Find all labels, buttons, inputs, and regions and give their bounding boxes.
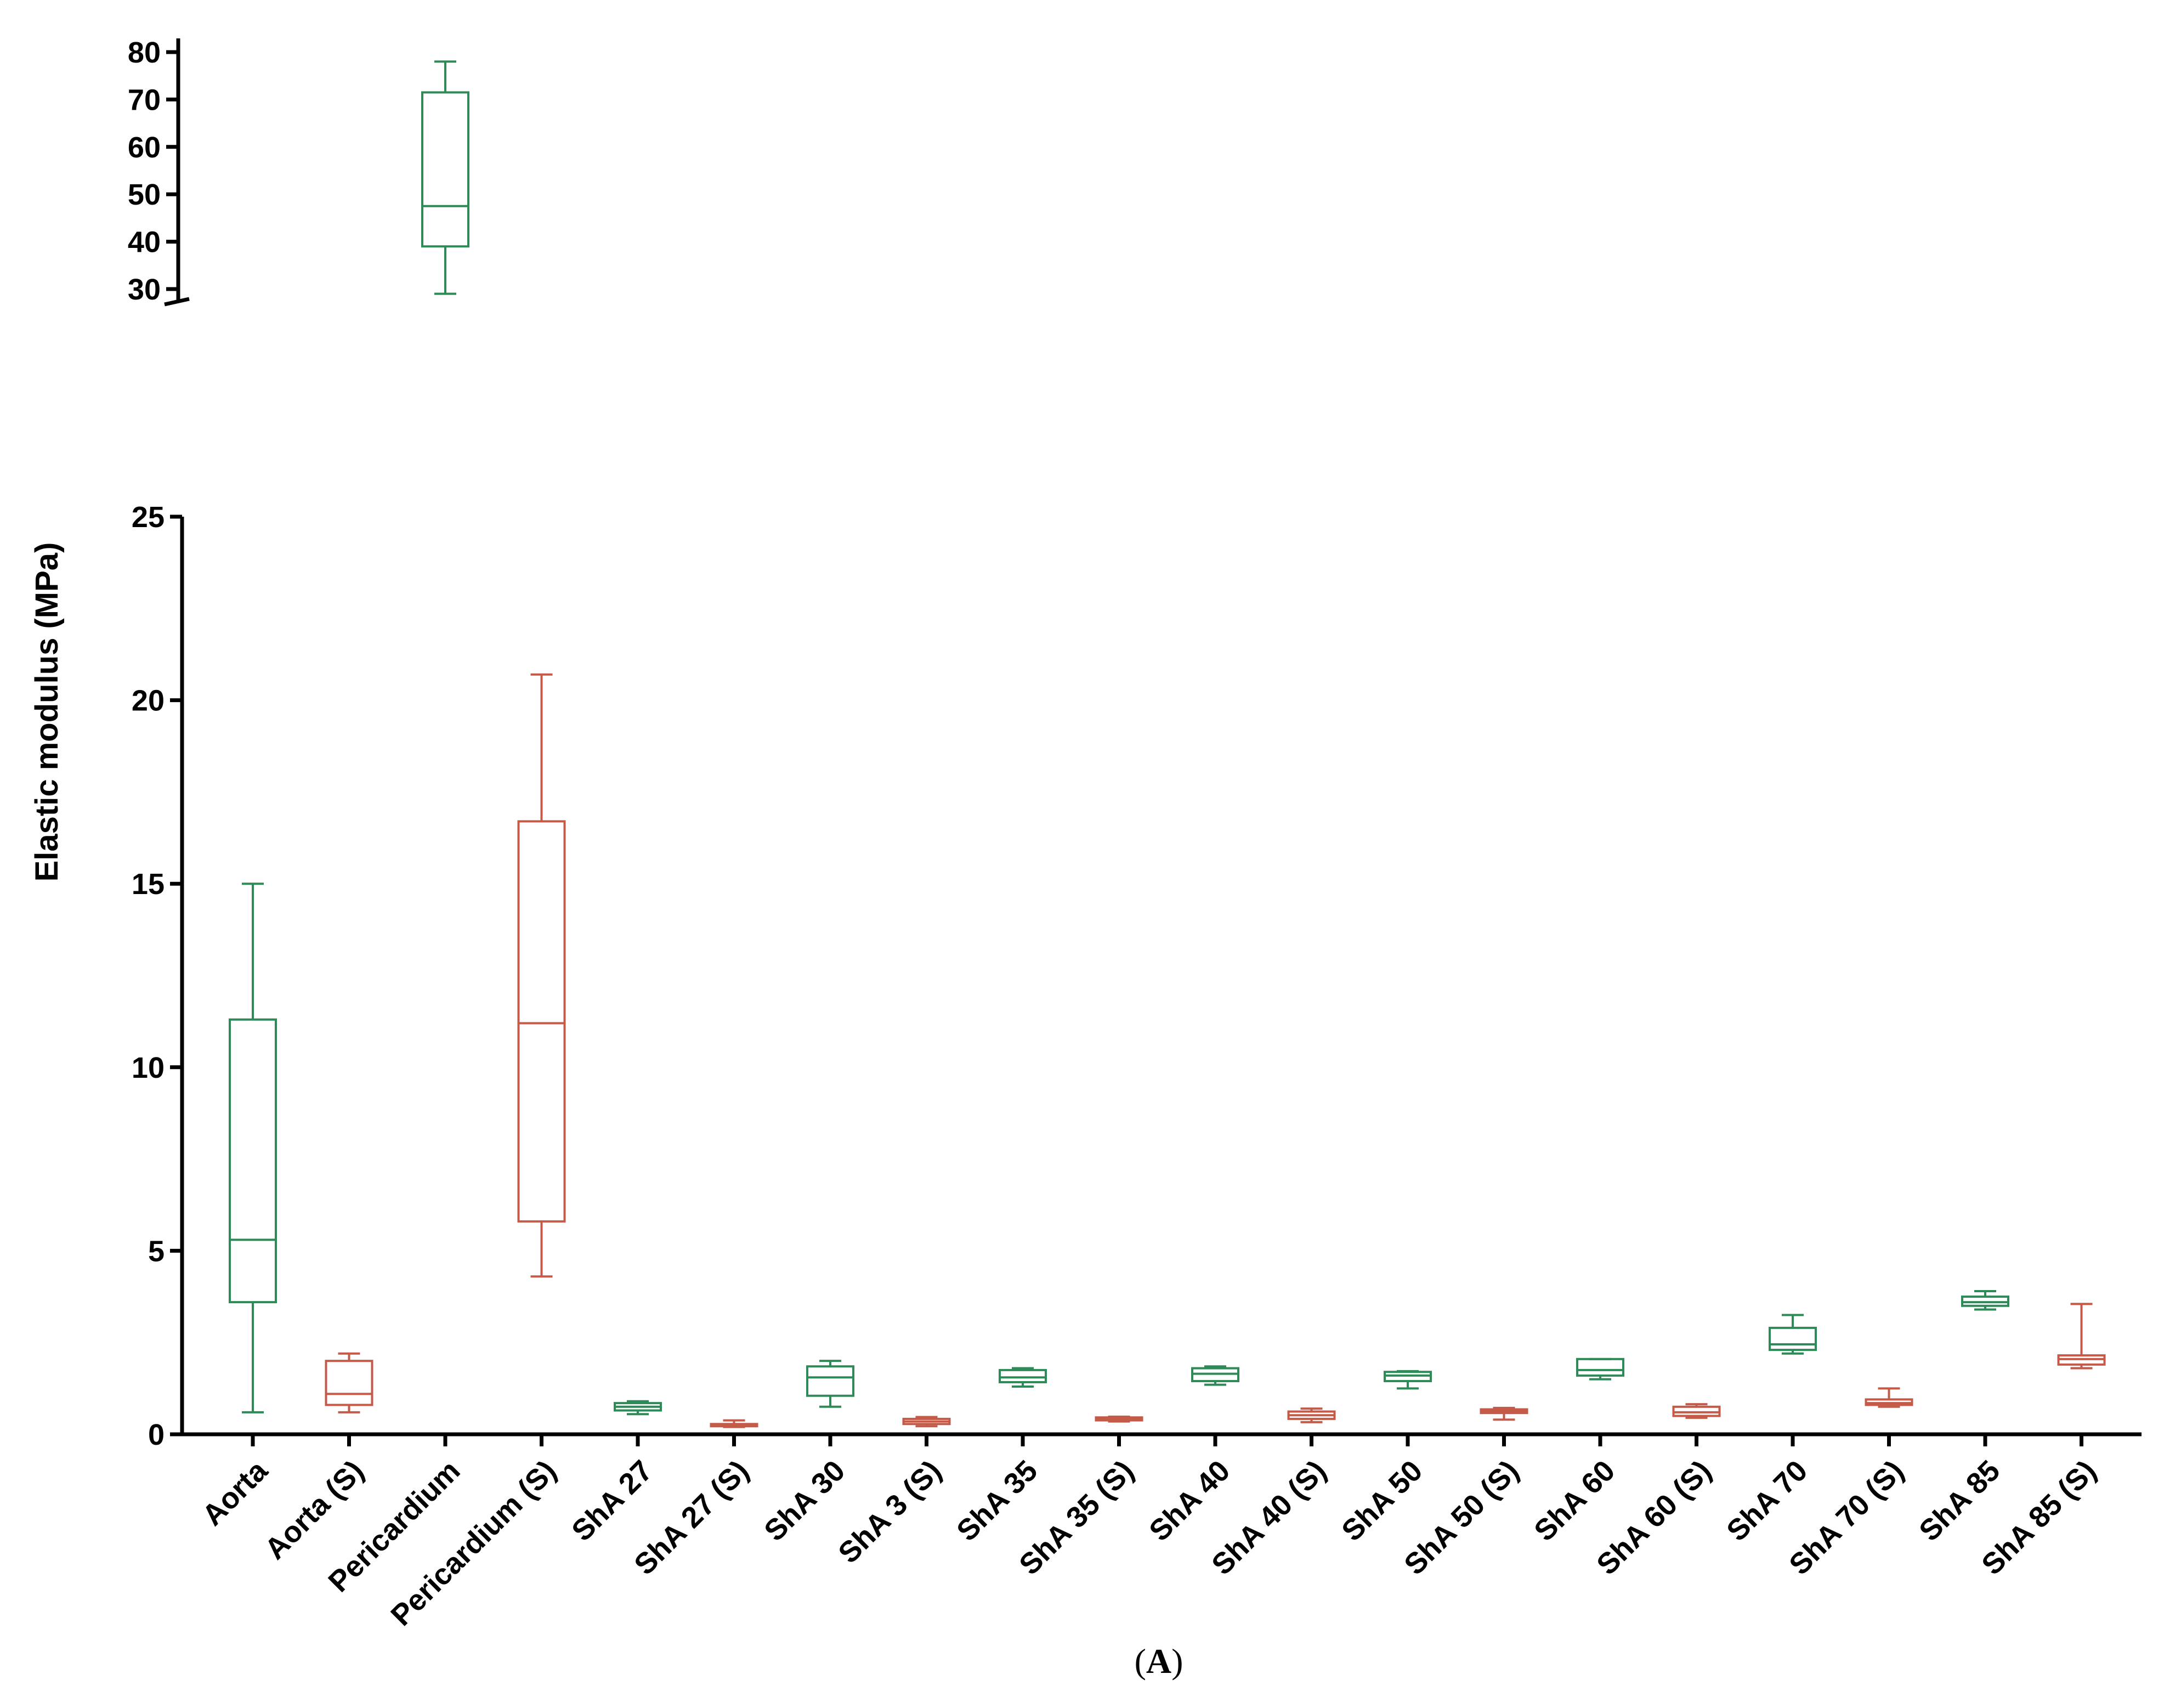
lower-y-tick-label: 10 [132,1051,165,1084]
upper-y-tick-label: 50 [128,178,161,211]
box-sha-40-s [1287,1407,1336,1423]
panel-label: (A) [1135,1642,1183,1681]
iqr-box [421,91,469,248]
lower-y-axis [180,517,2142,1436]
box-pericardium [421,60,469,295]
lower-y-tick-label: 25 [132,501,165,534]
x-tick-label: ShA 85 [1913,1454,2006,1547]
box-sha-60-s [1672,1403,1721,1419]
box-sha-27-s [710,1419,758,1428]
x-ticks [251,1434,2083,1446]
iqr-box [517,820,566,1223]
x-tick-label: ShA 50 [1335,1454,1429,1547]
iqr-box [1769,1326,1817,1351]
box-sha-35-s [1095,1415,1143,1423]
upper-y-tick-label: 30 [128,273,161,306]
box-sha-50 [1384,1370,1432,1390]
iqr-box [999,1368,1047,1383]
x-tick-label: Aorta [196,1454,274,1532]
box-aorta-s [325,1352,373,1413]
iqr-box [1576,1358,1624,1377]
x-tick-label: ShA 70 [1720,1454,1814,1547]
iqr-box [806,1365,854,1397]
box-aorta [229,883,277,1413]
upper-y-ticks: 30 40 50 60 70 80 [128,36,178,306]
x-tick-label: ShA 60 [1528,1454,1621,1547]
panel-label-open: ( [1135,1642,1146,1681]
x-tick-label: ShA 35 [950,1454,1044,1547]
box-sha-85-s [2057,1303,2106,1370]
x-tick-label: ShA 27 [565,1454,659,1547]
box-sha-50-s [1480,1406,1528,1421]
lower-y-tick-label: 0 [148,1418,165,1451]
upper-y-tick-label: 60 [128,131,161,164]
panel-label-close: ) [1171,1642,1183,1681]
x-tick-label: ShA 3 (S) [832,1454,948,1570]
iqr-box [325,1360,373,1406]
box-sha-70-s [1865,1387,1913,1408]
box-sha-30 [806,1360,854,1408]
box-sha-70 [1769,1314,1817,1355]
lower-y-ticks: 0 5 10 15 20 25 [132,501,182,1451]
x-tick-label: ShA 40 [1143,1454,1236,1547]
lower-y-tick-label: 15 [132,868,165,901]
box-sha-35 [999,1367,1047,1388]
box-series [229,60,2106,1428]
lower-y-tick-label: 20 [132,685,165,717]
upper-y-tick-label: 80 [128,36,161,69]
iqr-box [229,1018,277,1304]
box-sha-85 [1961,1290,2009,1311]
panel-label-letter: A [1146,1642,1171,1681]
upper-y-tick-label: 70 [128,83,161,116]
box-sha-27 [614,1400,662,1416]
lower-y-tick-label: 5 [148,1235,165,1268]
box-sha-40 [1191,1365,1239,1386]
upper-y-tick-label: 40 [128,226,161,259]
y-axis-title: Elastic modulus (MPa) [29,542,65,882]
axis-break-mark [164,297,190,307]
box-pericardium-s [517,673,566,1278]
box-sha-3-s [902,1416,951,1428]
box-sha-60 [1576,1358,1624,1381]
x-tick-label: Pericardium (S) [384,1454,563,1632]
upper-y-axis [164,38,190,307]
x-tick-label: ShA 30 [758,1454,851,1547]
